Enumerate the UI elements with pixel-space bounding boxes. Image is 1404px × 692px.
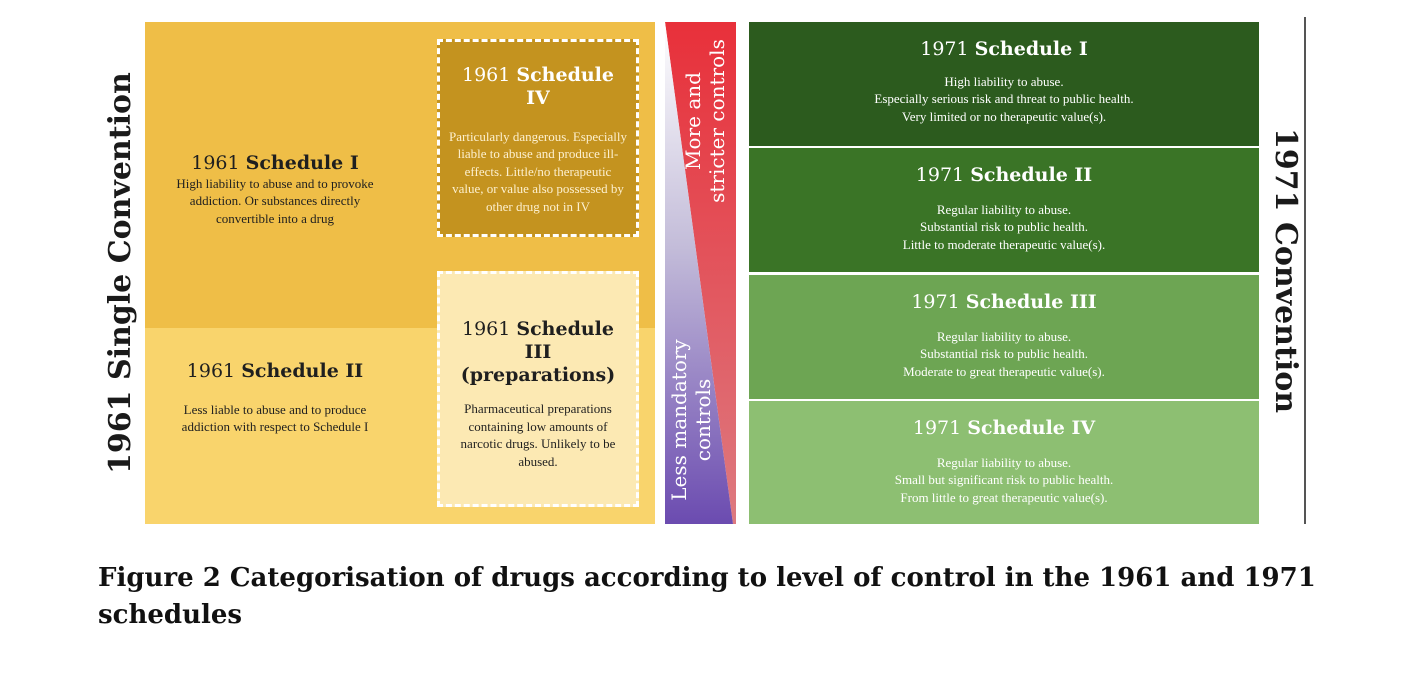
schedule-name: Schedule I [974, 38, 1088, 60]
more-controls-line1: More and [681, 72, 705, 170]
schedule-1971-i: 1971 Schedule I High liability to abuse.… [749, 22, 1259, 146]
more-controls-label: More and stricter controls [681, 26, 729, 216]
more-controls-wedge [665, 22, 736, 524]
schedule-1971-ii-title: 1971 Schedule II [749, 148, 1259, 187]
schedule-1961-ii: 1961 Schedule II Less liable to abuse an… [160, 360, 390, 436]
description-line: Regular liability to abuse. [936, 201, 1072, 217]
schedule-1961-iii-description: Pharmaceutical preparations containing l… [460, 401, 616, 470]
schedule-year: 1971 [912, 417, 962, 439]
schedule-name: Schedule IV [967, 417, 1096, 439]
schedule-name: Schedule I [245, 152, 359, 174]
divider [1304, 17, 1306, 524]
less-controls-line1: Less mandatory [667, 339, 691, 501]
less-controls-wedge [665, 22, 733, 524]
schedule-1961-iv-description: Particularly dangerous. Especially liabl… [449, 128, 627, 214]
schedule-1971-i-description: High liability to abuse. Especially seri… [749, 73, 1259, 126]
schedule-name: Schedule IV [516, 64, 614, 109]
schedule-1971-ii: 1971 Schedule II Regular liability to ab… [749, 148, 1259, 272]
description-line: Regular liability to abuse. [936, 328, 1072, 344]
single-convention-title: 1961 Single Convention [103, 72, 138, 474]
description-line: High liability to abuse. [944, 73, 1064, 89]
more-controls-line2: stricter controls [705, 39, 729, 203]
schedule-year: 1971 [911, 291, 960, 313]
schedule-name-line2: (preparations) [460, 363, 616, 386]
schedule-name: Schedule II [970, 164, 1093, 186]
schedule-1961-ii-description: Less liable to abuse and to produce addi… [181, 401, 369, 435]
schedule-1971-iii-description: Regular liability to abuse. Substantial … [749, 328, 1259, 381]
description-line: Small but significant risk to public hea… [894, 472, 1114, 488]
figure-caption: Figure 2 Categorisation of drugs accordi… [98, 563, 1316, 630]
control-level-band [665, 22, 736, 524]
description-line: Substantial risk to public health. [920, 219, 1088, 235]
description-line: Regular liability to abuse. [936, 454, 1072, 470]
schedule-year: 1971 [915, 164, 965, 186]
schedule-year: 1961 [191, 152, 240, 174]
description-line: Very limited or no therapeutic value(s). [901, 108, 1107, 124]
schedule-1961-ii-title: 1961 Schedule II [160, 360, 390, 383]
description-line: Little to moderate therapeutic value(s). [902, 236, 1106, 252]
schedule-1971-iv: 1971 Schedule IV Regular liability to ab… [749, 401, 1259, 524]
description-line: Moderate to great therapeutic value(s). [903, 363, 1105, 379]
schedule-year: 1961 [461, 318, 511, 340]
schedule-1971-iii: 1971 Schedule III Regular liability to a… [749, 275, 1259, 399]
schedule-1961-iv-box: 1961 Schedule IV Particularly dangerous.… [437, 39, 639, 237]
description-line: Especially serious risk and threat to pu… [874, 91, 1134, 107]
schedule-name: Schedule III [965, 291, 1097, 313]
schedule-1961-i-description: High liability to abuse and to provoke a… [176, 175, 374, 226]
schedule-1961-iv-title: 1961 Schedule IV [448, 64, 628, 110]
schedule-1971-ii-description: Regular liability to abuse. Substantial … [749, 201, 1259, 254]
schedule-1961-i: 1961 Schedule I High liability to abuse … [160, 152, 390, 227]
less-controls-line2: controls [691, 378, 715, 462]
schedule-name: Schedule II [241, 360, 364, 382]
schedule-year: 1961 [186, 360, 236, 382]
schedule-1971-iv-description: Regular liability to abuse. Small but si… [749, 454, 1259, 507]
schedule-1961-iii-box: 1961 Schedule III (preparations) Pharmac… [437, 271, 639, 507]
schedule-name: Schedule III [516, 318, 614, 363]
schedule-1971-iii-title: 1971 Schedule III [749, 275, 1259, 314]
description-line: From little to great therapeutic value(s… [900, 489, 1108, 505]
schedule-year: 1961 [461, 64, 511, 86]
description-line: Substantial risk to public health. [920, 346, 1088, 362]
less-controls-label: Less mandatory controls [667, 325, 715, 515]
schedule-1971-iv-title: 1971 Schedule IV [749, 401, 1259, 440]
schedule-1961-iii-title: 1961 Schedule III (preparations) [446, 318, 630, 386]
convention-1971-title: 1971 Convention [1268, 128, 1303, 414]
schedule-1971-i-title: 1971 Schedule I [749, 22, 1259, 61]
schedule-1961-i-title: 1961 Schedule I [160, 152, 390, 175]
schedule-year: 1971 [920, 38, 969, 60]
